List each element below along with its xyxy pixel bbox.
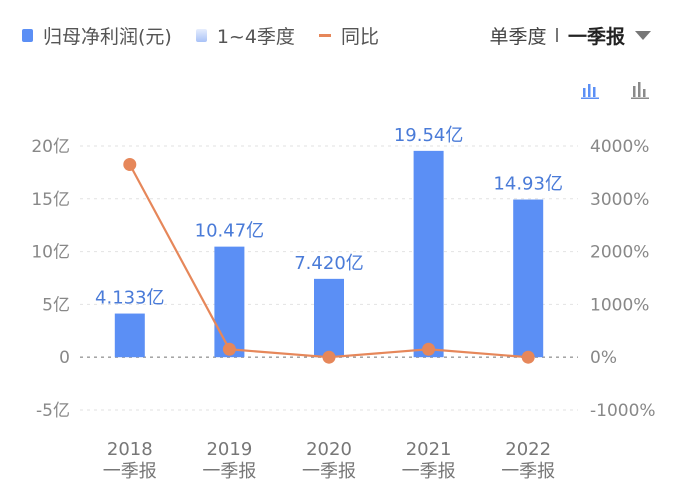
y2-tick-label: 0% (590, 348, 617, 368)
legend-item-net-profit[interactable]: 归母净利润(元) (22, 22, 172, 49)
bar-chart-icon[interactable] (630, 80, 652, 100)
yoy-point (521, 350, 535, 364)
bar-value-label: 10.47亿 (195, 221, 265, 242)
quarter-swatch-icon (195, 28, 207, 42)
bar (214, 246, 245, 358)
yoy-line (128, 163, 529, 359)
bar-value-label: 14.93亿 (493, 174, 563, 195)
yoy-point (123, 157, 137, 171)
y2-tick-label: 4000% (590, 137, 649, 157)
period-selector[interactable]: 单季度 一季报 (489, 20, 651, 50)
legend-label-quarters: 1~4季度 (216, 25, 295, 48)
y-tick-label: -5亿 (36, 401, 70, 421)
bar-swatch-icon (22, 28, 33, 42)
bar-value-label: 7.420亿 (294, 253, 364, 274)
y-tick-label: 0 (59, 348, 70, 368)
x-tick-label: 一季报 (103, 461, 157, 482)
yoy-point (222, 342, 236, 356)
legend-item-yoy[interactable]: 同比 (318, 22, 379, 49)
y-tick-label: 20亿 (31, 137, 70, 157)
y2-tick-label: 2000% (590, 243, 649, 263)
bar-value-label: 4.133亿 (95, 288, 165, 309)
x-tick-label: 2022 (505, 439, 551, 460)
x-tick-label: 2019 (206, 439, 252, 460)
legend-label-net-profit: 归母净利润(元) (43, 25, 172, 48)
bar (413, 150, 444, 358)
y-tick-label: 5亿 (42, 295, 70, 315)
x-tick-label: 2021 (406, 439, 452, 460)
bar-chart-icon[interactable] (580, 80, 602, 100)
chevron-down-icon[interactable] (635, 30, 651, 40)
yoy-point (422, 342, 436, 356)
y2-tick-label: 1000% (590, 295, 649, 315)
y2-tick-label: 3000% (590, 190, 649, 210)
y-tick-label: 10亿 (31, 243, 70, 263)
x-tick-label: 一季报 (302, 461, 356, 482)
period-mode-label[interactable]: 单季度 (489, 25, 547, 48)
line-swatch-icon (318, 33, 331, 37)
bar (114, 313, 145, 358)
divider (556, 28, 558, 42)
bar (314, 278, 344, 358)
period-selected[interactable]: 一季报 (567, 25, 625, 48)
legend-item-quarters[interactable]: 1~4季度 (195, 22, 295, 49)
x-tick-label: 2020 (306, 439, 352, 460)
x-tick-label: 一季报 (402, 461, 456, 482)
bar-value-label: 19.54亿 (394, 125, 464, 146)
bar (513, 199, 544, 358)
y2-tick-label: -1000% (590, 401, 656, 421)
legend-label-yoy: 同比 (340, 25, 379, 48)
x-tick-label: 2018 (107, 439, 153, 460)
x-tick-label: 一季报 (501, 461, 555, 482)
x-tick-label: 一季报 (202, 461, 256, 482)
y-tick-label: 15亿 (31, 190, 70, 210)
yoy-point (322, 350, 336, 364)
legend: 归母净利润(元) 1~4季度 同比 (22, 20, 397, 50)
